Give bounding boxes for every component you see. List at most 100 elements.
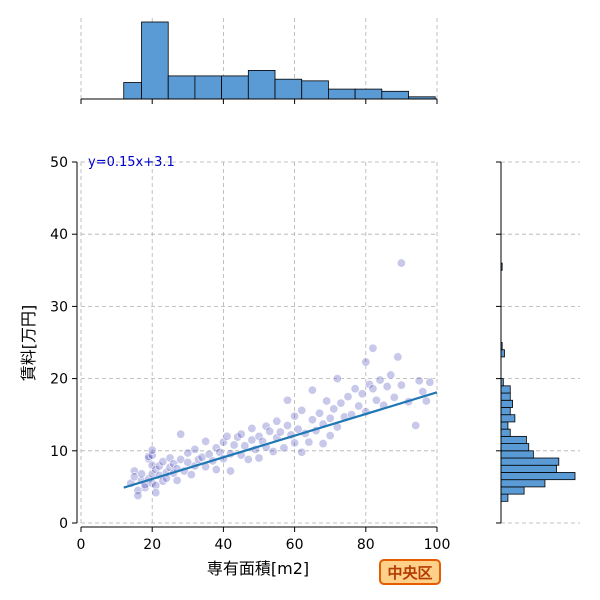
- axes: 0 20 40 60 80 100 0 10 20 30 40 50: [50, 98, 502, 553]
- right-hist-bar: [500, 486, 525, 495]
- top-histogram: [123, 21, 436, 100]
- data-point: [304, 437, 314, 447]
- top-hist-bar: [141, 21, 169, 100]
- data-point: [318, 439, 328, 449]
- data-point: [336, 398, 346, 408]
- right-hist-bar: [500, 428, 511, 437]
- top-hist-bar: [274, 78, 303, 100]
- data-point: [421, 396, 431, 406]
- data-point: [229, 440, 239, 450]
- top-hist-bar: [381, 90, 409, 100]
- data-point: [389, 392, 399, 402]
- data-point: [247, 435, 257, 445]
- data-point: [293, 424, 303, 434]
- data-point: [425, 377, 435, 387]
- data-point: [186, 470, 196, 480]
- right-hist-grid: [501, 161, 580, 524]
- data-point: [282, 421, 292, 431]
- data-point: [325, 413, 335, 423]
- data-point: [307, 415, 317, 425]
- data-point: [211, 465, 221, 475]
- data-point: [357, 389, 367, 399]
- data-point: [350, 384, 360, 394]
- data-point: [307, 385, 317, 395]
- regression-line: [123, 391, 438, 489]
- data-point: [247, 423, 257, 433]
- data-point: [201, 436, 211, 446]
- right-hist-bar: [500, 392, 511, 401]
- top-hist-bar: [123, 82, 142, 100]
- right-hist-bar: [500, 450, 534, 459]
- y-tick-label: 0: [59, 516, 68, 532]
- data-point: [396, 380, 406, 390]
- y-tick-label: 40: [50, 227, 68, 243]
- right-hist-bar: [500, 385, 511, 394]
- data-point: [411, 421, 421, 431]
- data-point: [151, 488, 161, 498]
- data-point: [197, 452, 207, 462]
- x-tick-label: 60: [286, 537, 304, 553]
- right-hist-bar: [500, 472, 576, 481]
- data-point: [254, 453, 264, 463]
- data-point: [396, 258, 406, 268]
- right-hist-bar: [500, 407, 511, 416]
- data-point: [190, 444, 200, 454]
- data-point: [393, 352, 403, 362]
- data-point: [183, 457, 193, 467]
- data-point: [368, 343, 378, 353]
- right-hist-bar: [500, 464, 557, 473]
- data-point: [172, 475, 182, 485]
- x-tick-label: 0: [77, 537, 86, 553]
- data-point: [272, 416, 282, 426]
- regression-equation: y=0.15x+3.1: [88, 155, 175, 170]
- data-point: [329, 404, 339, 414]
- top-hist-bar: [194, 75, 223, 100]
- data-point: [332, 374, 342, 384]
- data-point: [290, 411, 300, 421]
- main-grid: [80, 161, 438, 524]
- top-hist-bar: [247, 70, 276, 100]
- data-point: [147, 445, 157, 455]
- y-tick-label: 20: [50, 372, 68, 388]
- data-point: [233, 432, 243, 442]
- data-point: [268, 447, 278, 457]
- right-hist-bar: [500, 493, 509, 502]
- data-point: [354, 401, 364, 411]
- data-point: [261, 421, 271, 431]
- y-axis-label: 賃料[万円]: [19, 305, 38, 382]
- right-hist-bar: [500, 479, 546, 488]
- data-point: [151, 465, 161, 475]
- top-hist-bar: [221, 75, 249, 100]
- right-hist-bar: [500, 435, 527, 444]
- data-point: [325, 431, 335, 441]
- data-point: [176, 429, 186, 439]
- data-point: [169, 459, 179, 469]
- data-point: [147, 450, 157, 460]
- data-point: [133, 491, 143, 501]
- data-point: [222, 431, 232, 441]
- data-point: [275, 427, 285, 437]
- data-point: [254, 431, 264, 441]
- x-tick-label: 20: [143, 537, 161, 553]
- data-point: [176, 454, 186, 464]
- data-point: [279, 443, 289, 453]
- data-point: [282, 395, 292, 405]
- data-point: [315, 408, 325, 418]
- data-point: [414, 376, 424, 386]
- data-point: [290, 438, 300, 448]
- data-point: [371, 395, 381, 405]
- data-point: [158, 457, 168, 467]
- data-point: [343, 392, 353, 402]
- data-point: [183, 448, 193, 458]
- data-point: [140, 483, 150, 493]
- data-point: [382, 382, 392, 392]
- top-hist-bar: [167, 75, 196, 100]
- data-point: [265, 426, 275, 436]
- data-point: [240, 441, 250, 451]
- regression-line-group: [123, 391, 438, 489]
- data-point: [158, 476, 168, 486]
- top-hist-bar: [301, 80, 329, 100]
- data-point: [418, 387, 428, 397]
- scatter-points: [126, 258, 435, 501]
